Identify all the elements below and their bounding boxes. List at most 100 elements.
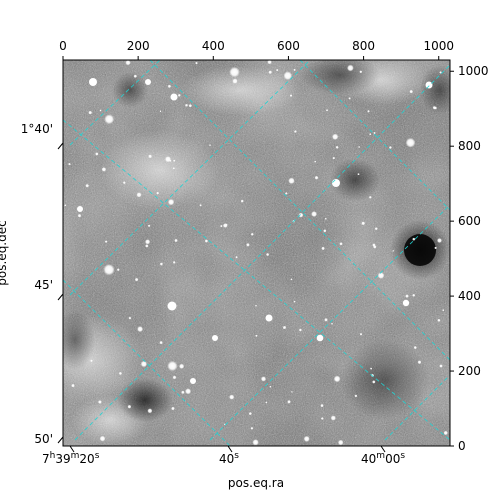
star [85, 183, 89, 188]
star [260, 376, 267, 382]
star [235, 256, 238, 259]
dec-tick-mark [57, 293, 64, 301]
right-axis: 0 200 400 600 800 1000 [450, 64, 489, 453]
star [412, 237, 416, 241]
star [354, 394, 358, 398]
star [314, 175, 319, 180]
star [432, 106, 436, 110]
star [367, 110, 370, 113]
x-axis-title: pos.eq.ra [228, 476, 284, 490]
star [377, 272, 385, 279]
star [330, 415, 336, 421]
star [145, 244, 149, 248]
star [137, 326, 144, 333]
star [167, 84, 172, 89]
star [332, 133, 339, 140]
star [125, 60, 131, 66]
star [333, 375, 341, 383]
star [311, 211, 318, 217]
sky-image [63, 60, 450, 446]
star [392, 250, 395, 252]
star [255, 304, 257, 307]
star [412, 293, 416, 297]
ra-tick-label: 40m00s [361, 451, 405, 466]
star [361, 221, 366, 226]
dec-tick-label: 45' [34, 278, 53, 292]
right-tick-label: 200 [458, 364, 481, 378]
star [266, 252, 270, 257]
ra-tick-label: 40s [219, 451, 239, 466]
star [174, 238, 178, 243]
star [289, 94, 293, 97]
star [314, 160, 317, 163]
star [359, 70, 363, 74]
star [159, 340, 163, 345]
star [159, 262, 163, 266]
star [167, 301, 177, 311]
star [388, 146, 392, 149]
star [255, 334, 258, 337]
ra-tick-mark [69, 445, 75, 453]
star [104, 240, 108, 243]
star [320, 417, 324, 420]
star [95, 152, 99, 156]
star [324, 318, 328, 322]
grid-line [74, 64, 450, 441]
star [323, 229, 327, 233]
star [339, 242, 343, 246]
dec-axis: 1°40' 45' 50' [21, 122, 64, 446]
star [172, 167, 175, 170]
star [425, 81, 433, 89]
right-tick-label: 0 [458, 439, 466, 453]
star [285, 192, 288, 195]
star [225, 223, 228, 226]
star [209, 144, 211, 147]
ra-axis: 7h39m20s 40s 40m00s [42, 445, 405, 466]
star [369, 133, 372, 136]
star [122, 181, 126, 185]
star [442, 309, 445, 312]
dec-tick-mark [57, 436, 64, 444]
star [89, 78, 97, 86]
star [358, 146, 361, 148]
star [291, 391, 293, 393]
top-axis: 0 200 400 600 800 1000 [59, 39, 454, 60]
star [199, 204, 202, 207]
star [293, 300, 296, 303]
plot-frame [62, 59, 451, 447]
star [402, 299, 410, 307]
star [252, 439, 259, 446]
star [220, 224, 223, 228]
star [134, 277, 139, 282]
star [434, 246, 437, 250]
star [409, 89, 414, 94]
star [185, 388, 192, 395]
star [64, 204, 67, 207]
star [147, 224, 151, 228]
star [417, 360, 422, 365]
top-tick-label: 600 [277, 39, 300, 53]
star [148, 154, 153, 159]
star [118, 371, 122, 375]
star [282, 325, 287, 330]
star [140, 360, 148, 368]
star [246, 243, 250, 247]
star [316, 334, 324, 342]
dec-tick-label: 50' [34, 432, 53, 446]
star [331, 322, 333, 325]
star [265, 401, 268, 404]
star [99, 435, 106, 442]
star [288, 177, 295, 185]
star [167, 198, 175, 206]
star [265, 314, 273, 322]
top-tick-label: 400 [202, 39, 225, 53]
star [232, 78, 238, 84]
grid-line [299, 60, 450, 211]
star [156, 191, 160, 195]
star [77, 206, 83, 212]
star [405, 294, 409, 298]
star [294, 130, 297, 133]
right-tick-label: 800 [458, 139, 481, 153]
star [99, 109, 102, 112]
